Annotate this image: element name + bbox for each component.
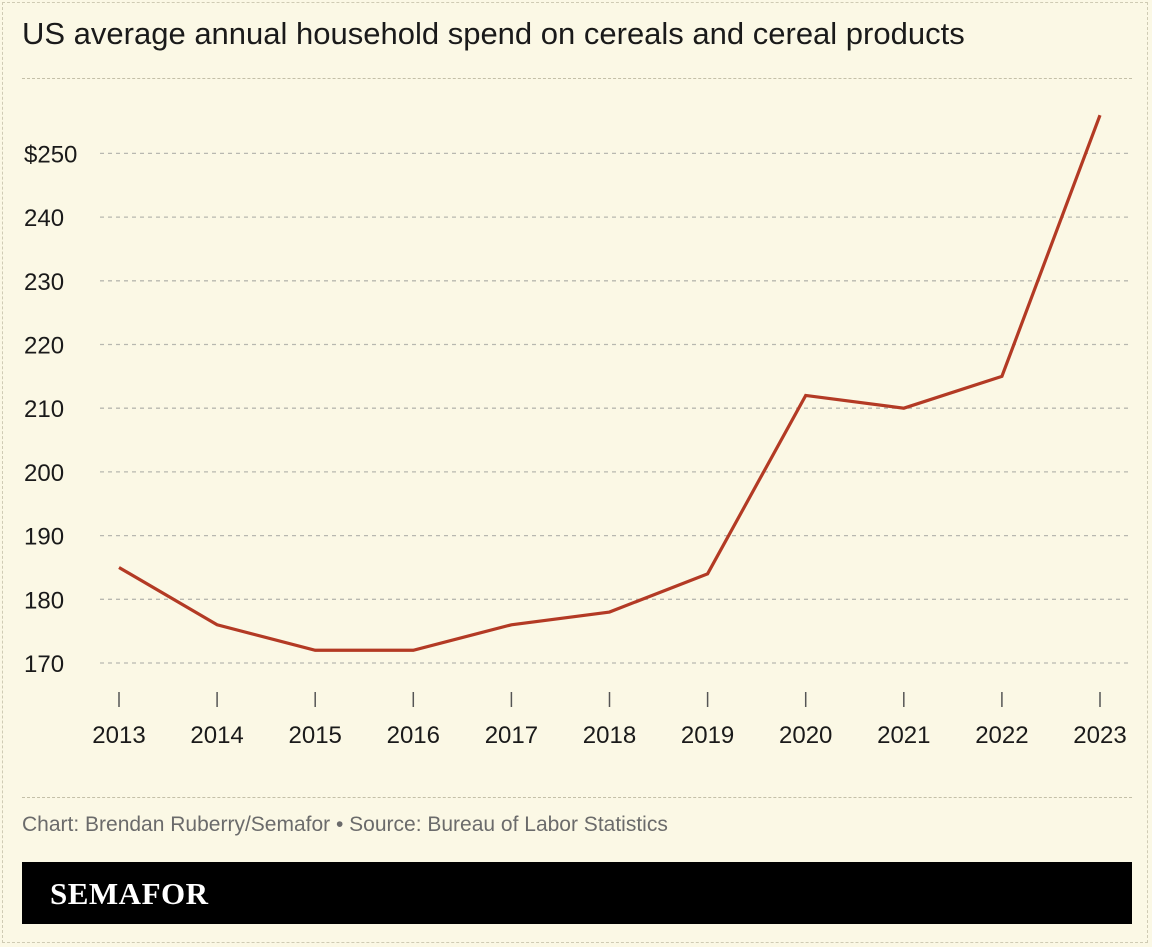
semafor-logo: SEMAFOR (50, 876, 209, 911)
brand-bar: SEMAFOR (22, 862, 1132, 924)
series-line-0 (118, 114, 1102, 652)
y-tick-label-180: 180 (24, 587, 64, 614)
x-tick-label-2021: 2021 (877, 722, 930, 749)
x-tick-label-2022: 2022 (975, 722, 1028, 749)
x-tick-label-2014: 2014 (190, 722, 243, 749)
y-tick-label-240: 240 (24, 205, 64, 232)
x-tick-label-2023: 2023 (1073, 722, 1126, 749)
chart-title: US average annual household spend on cer… (22, 16, 965, 51)
x-tick-label-2015: 2015 (289, 722, 342, 749)
x-tick-label-2016: 2016 (387, 722, 440, 749)
gridlines (100, 152, 1132, 664)
x-tick-label-2017: 2017 (485, 722, 538, 749)
source-credit: Chart: Brendan Ruberry/Semafor • Source:… (22, 813, 668, 836)
y-tick-label-210: 210 (24, 396, 64, 423)
y-tick-label-170: 170 (24, 651, 64, 678)
y-tick-label-230: 230 (24, 269, 64, 296)
x-tick-label-2013: 2013 (92, 722, 145, 749)
x-axis-ticks: 2013 2014 2015 2016 2017 2018 2019 2020 2021 2022… (92, 692, 1127, 749)
x-tick-label-2018: 2018 (583, 722, 636, 749)
title-divider (22, 78, 1132, 79)
y-tick-label-250: $250 (24, 141, 77, 168)
y-tick-label-200: 200 (24, 460, 64, 487)
y-tick-label-190: 190 (24, 524, 64, 551)
x-tick-label-2020: 2020 (779, 722, 832, 749)
x-tick-label-2019: 2019 (681, 722, 734, 749)
y-tick-label-220: 220 (24, 333, 64, 360)
y-axis-tick-labels: 170 180 190 200 210 220 230 240 $250 (24, 141, 77, 678)
series-spend (118, 114, 1102, 652)
footer-divider (22, 797, 1132, 798)
